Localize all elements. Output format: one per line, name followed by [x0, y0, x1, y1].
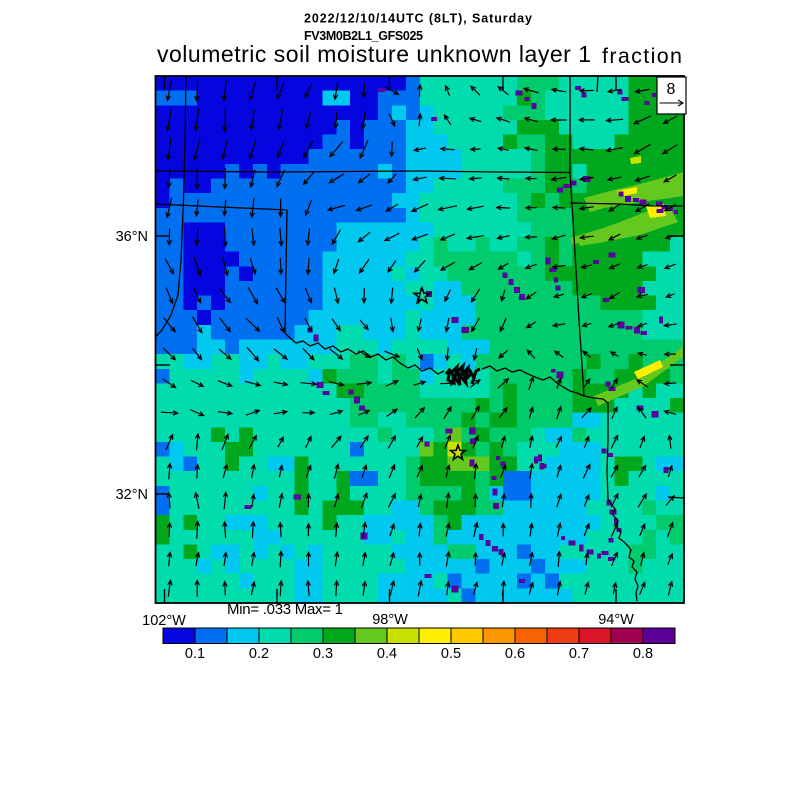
svg-text:FV3M0B2L1_GFS025: FV3M0B2L1_GFS025 [304, 29, 423, 43]
svg-text:0.6: 0.6 [505, 646, 525, 662]
svg-text:0.4: 0.4 [377, 646, 397, 662]
svg-text:102°W: 102°W [142, 613, 186, 629]
svg-text:volumetric soil moisture unkno: volumetric soil moisture unknown layer 1 [157, 41, 591, 67]
svg-text:0.7: 0.7 [569, 646, 589, 662]
svg-text:32°N: 32°N [116, 487, 148, 503]
svg-text:0.8: 0.8 [633, 646, 653, 662]
svg-text:Min= .033 Max= 1: Min= .033 Max= 1 [227, 601, 343, 618]
svg-text:0.1: 0.1 [185, 646, 205, 662]
svg-text:98°W: 98°W [372, 612, 408, 628]
svg-text:0.2: 0.2 [249, 646, 269, 662]
svg-text:8: 8 [667, 81, 676, 98]
svg-text:94°W: 94°W [598, 612, 634, 628]
svg-text:36°N: 36°N [116, 229, 148, 245]
svg-text:2022/12/10/14UTC (8LT), Saturd: 2022/12/10/14UTC (8LT), Saturday [304, 12, 532, 26]
svg-text:0.3: 0.3 [313, 646, 333, 662]
svg-text:0.5: 0.5 [441, 646, 461, 662]
